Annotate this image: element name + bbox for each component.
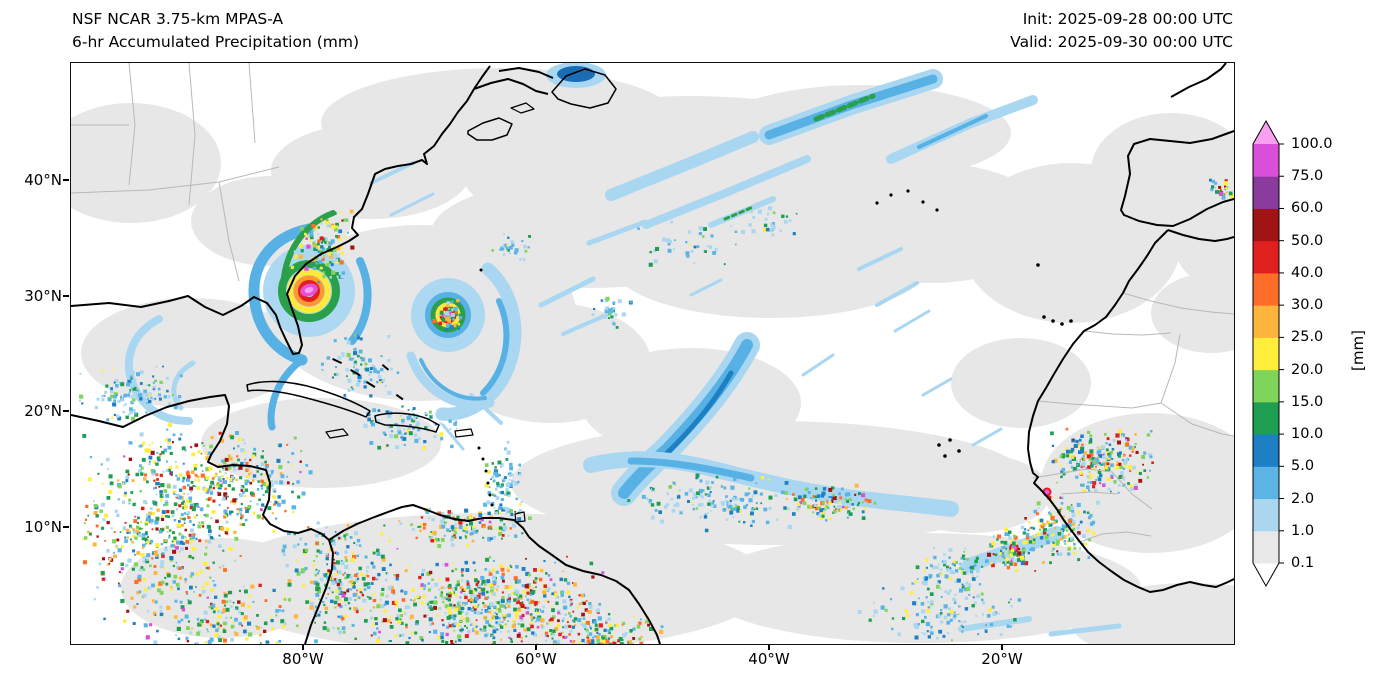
political-borders — [71, 63, 1234, 543]
cbar-tick: 75.0 — [1291, 168, 1324, 184]
axis-tick — [535, 644, 537, 650]
newfoundland-rain-core — [557, 66, 595, 82]
cbar-tick: 25.0 — [1291, 329, 1324, 345]
time-block: Init: 2025-09-28 00:00 UTC Valid: 2025-0… — [1010, 8, 1233, 54]
cbar-tick: 20.0 — [1291, 362, 1324, 378]
axis-tick — [302, 644, 304, 650]
precip-rain-bands — [125, 69, 1122, 637]
cbar-tick: 15.0 — [1291, 394, 1324, 410]
colorbar: 100.0 75.0 60.0 50.0 40.0 30.0 25.0 20.0… — [1245, 115, 1378, 615]
xtick-60w: 60°W — [515, 650, 557, 668]
cbar-tick: 1.0 — [1291, 523, 1315, 539]
axis-tick — [63, 410, 69, 412]
axis-tick — [1001, 644, 1003, 650]
ytick-30n: 30°N — [24, 287, 62, 305]
axis-tick — [63, 295, 69, 297]
init-time: Init: 2025-09-28 00:00 UTC — [1022, 10, 1233, 28]
xtick-40w: 40°W — [748, 650, 790, 668]
cbar-tick: 0.1 — [1291, 555, 1315, 571]
ytick-40n: 40°N — [24, 171, 62, 189]
cbar-tick: 40.0 — [1291, 265, 1324, 281]
cbar-tick: 50.0 — [1291, 233, 1324, 249]
convective-speckle-layer — [79, 178, 1234, 644]
colorbar-svg — [1252, 119, 1284, 588]
hurricane-2 — [406, 262, 522, 421]
cbar-tick: 60.0 — [1291, 200, 1324, 216]
ytick-20n: 20°N — [24, 402, 62, 420]
axis-tick — [63, 179, 69, 181]
cbar-tick: 2.0 — [1291, 491, 1315, 507]
island-dots — [332, 189, 1073, 507]
map-svg — [71, 63, 1234, 644]
precip-gray-layer — [71, 68, 1234, 644]
model-title: NSF NCAR 3.75-km MPAS-A — [72, 10, 284, 28]
coastlines — [71, 63, 1234, 644]
axis-tick — [63, 526, 69, 528]
axis-tick — [768, 644, 770, 650]
xtick-20w: 20°W — [981, 650, 1023, 668]
title-block: NSF NCAR 3.75-km MPAS-A 6-hr Accumulated… — [72, 8, 359, 54]
valid-time: Valid: 2025-09-30 00:00 UTC — [1010, 33, 1233, 51]
cbar-tick: 10.0 — [1291, 426, 1324, 442]
cbar-tick: 100.0 — [1291, 136, 1333, 152]
map-panel — [70, 62, 1235, 645]
cbar-tick: 30.0 — [1291, 297, 1324, 313]
ytick-10n: 10°N — [24, 518, 62, 536]
cbar-tick: 5.0 — [1291, 458, 1315, 474]
hurricane-1 — [248, 210, 372, 431]
field-title: 6-hr Accumulated Precipitation (mm) — [72, 33, 359, 51]
xtick-80w: 80°W — [282, 650, 324, 668]
cbar-unit-label: [mm] — [1349, 330, 1367, 371]
